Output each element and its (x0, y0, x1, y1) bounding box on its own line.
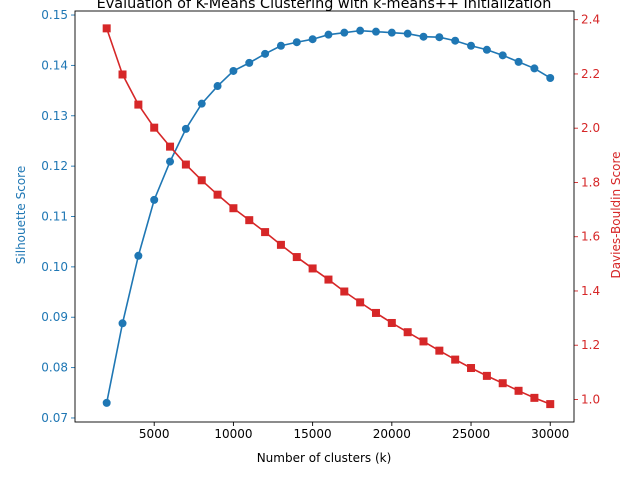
x-axis-label: Number of clusters (k) (257, 451, 392, 465)
data-point-silhouette (530, 64, 539, 73)
y-right-tick-label: 2.0 (581, 121, 600, 135)
data-point-davies-bouldin (498, 379, 507, 388)
data-point-silhouette (118, 319, 127, 328)
chart-title: Evaluation of K-Means Clustering with k-… (97, 0, 552, 12)
data-point-silhouette (387, 28, 396, 37)
x-tick-label: 10000 (214, 427, 252, 441)
plot-area: 5000 10000 15000 20000 25000 30000 0.07 0.08 0.0… (41, 8, 600, 441)
y-right-tick-label: 2.4 (581, 13, 600, 27)
data-point-silhouette (356, 26, 365, 35)
data-point-silhouette (197, 99, 206, 108)
data-point-davies-bouldin (482, 371, 491, 380)
y-left-tick-label: 0.12 (41, 159, 68, 173)
data-point-davies-bouldin (150, 123, 159, 132)
data-point-davies-bouldin (371, 308, 380, 317)
data-point-silhouette (340, 28, 349, 37)
data-point-davies-bouldin (514, 386, 523, 395)
x-tick-label: 20000 (373, 427, 411, 441)
data-point-davies-bouldin (387, 318, 396, 327)
data-point-davies-bouldin (261, 228, 270, 237)
y-right-tick-label: 1.6 (581, 230, 600, 244)
data-point-davies-bouldin (197, 176, 206, 185)
data-point-davies-bouldin (134, 100, 143, 109)
y-right-tick-label: 2.2 (581, 67, 600, 81)
data-point-davies-bouldin (181, 160, 190, 169)
data-point-silhouette (403, 29, 412, 38)
y-right-tick-label: 1.0 (581, 392, 600, 406)
data-point-silhouette (467, 41, 476, 50)
data-point-davies-bouldin (245, 216, 254, 225)
data-point-davies-bouldin (292, 253, 301, 262)
x-tick-label: 30000 (531, 427, 569, 441)
y-right-tick-label: 1.8 (581, 175, 600, 189)
data-point-silhouette (451, 36, 460, 45)
data-point-silhouette (213, 82, 222, 91)
x-tick-label: 5000 (139, 427, 170, 441)
data-point-davies-bouldin (166, 142, 175, 151)
data-point-silhouette (498, 51, 507, 60)
data-point-silhouette (324, 30, 333, 39)
y-axis-left-label: Silhouette Score (14, 166, 28, 264)
data-point-davies-bouldin (467, 364, 476, 373)
x-tick-label: 15000 (294, 427, 332, 441)
data-point-silhouette (292, 38, 301, 47)
data-point-davies-bouldin (276, 240, 285, 249)
data-point-silhouette (229, 66, 238, 75)
data-point-silhouette (435, 33, 444, 42)
y-left-tick-label: 0.15 (41, 8, 68, 22)
data-point-silhouette (276, 41, 285, 50)
data-point-davies-bouldin (546, 400, 555, 409)
y-left-tick-label: 0.14 (41, 58, 68, 72)
y-axis-right-label: Davies-Bouldin Score (609, 151, 623, 278)
y-left-tick-label: 0.07 (41, 411, 68, 425)
data-point-silhouette (546, 73, 555, 82)
y-left-tick-label: 0.09 (41, 310, 68, 324)
data-point-silhouette (166, 157, 175, 166)
y-right-tick-label: 1.4 (581, 284, 600, 298)
y-left-tick-label: 0.10 (41, 260, 68, 274)
y-left-tick-label: 0.08 (41, 361, 68, 375)
data-point-silhouette (102, 398, 111, 407)
axes-frame (74, 10, 575, 423)
data-point-silhouette (419, 32, 428, 41)
data-point-silhouette (482, 45, 491, 54)
data-point-davies-bouldin (403, 328, 412, 337)
data-point-silhouette (371, 27, 380, 36)
data-point-davies-bouldin (213, 190, 222, 199)
data-point-davies-bouldin (340, 287, 349, 296)
data-point-silhouette (134, 251, 143, 260)
data-point-silhouette (308, 35, 317, 44)
data-point-davies-bouldin (451, 355, 460, 364)
data-point-silhouette (150, 195, 159, 204)
data-point-silhouette (261, 49, 270, 58)
y-left-tick-label: 0.11 (41, 210, 68, 224)
data-point-davies-bouldin (419, 337, 428, 346)
data-point-davies-bouldin (308, 264, 317, 273)
data-point-davies-bouldin (356, 298, 365, 307)
data-point-silhouette (514, 57, 523, 66)
data-point-davies-bouldin (530, 393, 539, 402)
y-left-tick-label: 0.13 (41, 109, 68, 123)
data-point-davies-bouldin (435, 346, 444, 355)
data-point-silhouette (181, 124, 190, 133)
data-point-davies-bouldin (102, 24, 111, 33)
y-right-tick-label: 1.2 (581, 338, 600, 352)
x-tick-label: 25000 (452, 427, 490, 441)
data-point-silhouette (245, 58, 254, 67)
data-point-davies-bouldin (324, 275, 333, 284)
data-point-davies-bouldin (118, 70, 127, 79)
data-point-davies-bouldin (229, 204, 238, 213)
